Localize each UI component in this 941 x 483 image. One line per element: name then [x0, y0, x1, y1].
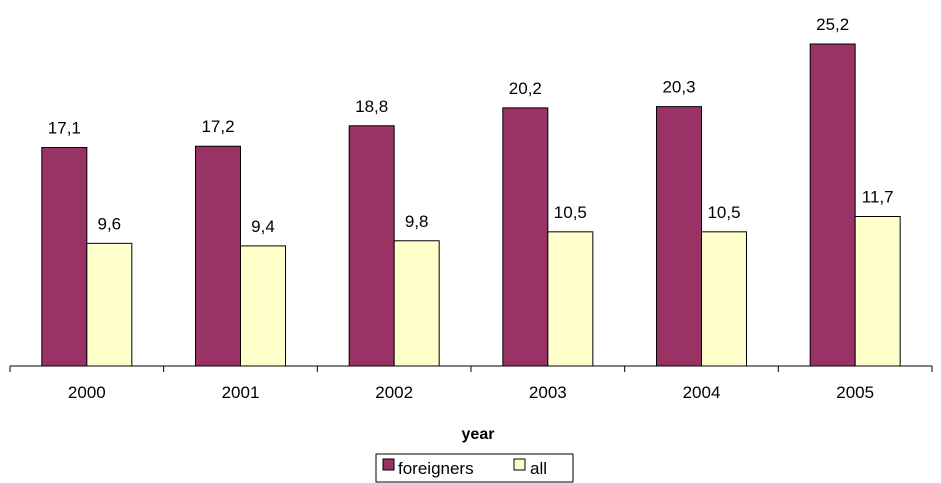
- data-label-all-2004: 10,5: [707, 203, 740, 222]
- x-tick-label-2005: 2005: [836, 383, 874, 402]
- x-tick-label-2004: 2004: [683, 383, 721, 402]
- data-label-all-2001: 9,4: [251, 217, 275, 236]
- data-label-foreigners-2001: 17,2: [201, 117, 234, 136]
- data-labels-layer: 17,1 9,6 17,2 9,4 18,8 9,8 20,2 10,5 20,3 10,5 25,…: [48, 15, 894, 236]
- x-axis-ticks: [9, 366, 933, 372]
- data-label-all-2000: 9,6: [98, 214, 122, 233]
- data-label-foreigners-2004: 20,3: [662, 78, 695, 97]
- data-label-foreigners-2005: 25,2: [816, 15, 849, 34]
- x-tick-label-2000: 2000: [68, 383, 106, 402]
- bar-foreigners-2005: [809, 43, 856, 367]
- x-tick-label-2003: 2003: [529, 383, 567, 402]
- bar-foreigners-2001: [195, 145, 241, 367]
- data-label-foreigners-2003: 20,2: [509, 79, 542, 98]
- legend-swatch-foreigners: [382, 458, 395, 471]
- bars-layer: [41, 43, 901, 367]
- data-label-all-2003: 10,5: [554, 203, 587, 222]
- data-label-all-2002: 9,8: [405, 212, 429, 231]
- legend: foreigners all: [375, 453, 574, 483]
- bar-foreigners-2002: [348, 125, 395, 367]
- data-label-foreigners-2002: 18,8: [355, 97, 388, 116]
- bar-foreigners-2000: [41, 147, 88, 367]
- bar-all-2003: [547, 231, 594, 367]
- bar-all-2005: [854, 216, 901, 367]
- legend-label-all: all: [530, 459, 547, 478]
- bar-all-2001: [240, 245, 286, 367]
- bar-all-2000: [86, 242, 133, 367]
- x-axis-title: year: [462, 426, 495, 443]
- legend-border: [375, 453, 574, 483]
- x-tick-label-2001: 2001: [222, 383, 260, 402]
- x-axis-tick-labels: 2000 2001 2002 2003 2004 2005: [68, 383, 874, 402]
- data-label-foreigners-2000: 17,1: [48, 119, 81, 138]
- bar-foreigners-2003: [502, 107, 549, 367]
- x-tick-label-2002: 2002: [375, 383, 413, 402]
- bar-all-2004: [701, 231, 747, 367]
- legend-label-foreigners: foreigners: [398, 459, 474, 478]
- bar-foreigners-2004: [656, 106, 702, 367]
- data-label-all-2005: 11,7: [862, 188, 894, 207]
- bar-all-2002: [393, 240, 440, 367]
- legend-swatch-all: [513, 458, 526, 471]
